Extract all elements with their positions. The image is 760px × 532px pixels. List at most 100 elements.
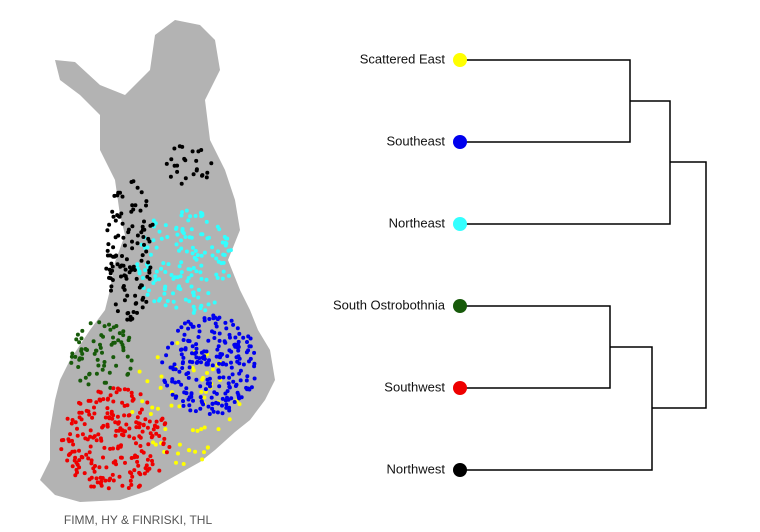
map-dot	[194, 269, 199, 274]
map-dot	[202, 316, 207, 321]
map-dot	[147, 276, 152, 281]
map-dot	[89, 461, 94, 466]
map-dot	[180, 229, 185, 234]
map-dot	[140, 305, 145, 310]
map-dot	[108, 385, 113, 390]
map-dot	[203, 308, 208, 313]
map-dot	[148, 412, 153, 416]
map-dot	[153, 278, 158, 282]
map-dot	[77, 458, 82, 463]
map-dot	[77, 356, 82, 361]
map-dot	[140, 276, 145, 280]
map-dot	[111, 386, 116, 391]
map-dots	[59, 144, 257, 491]
map-dot	[227, 375, 232, 380]
map-dot	[217, 375, 222, 380]
map-dot	[244, 350, 249, 355]
map-dot	[124, 422, 129, 427]
map-dot	[144, 299, 149, 304]
map-dot	[245, 340, 249, 344]
map-dot	[94, 348, 99, 353]
map-dot	[128, 478, 133, 483]
map-dot	[127, 335, 132, 340]
map-dot	[163, 284, 168, 289]
map-dot	[106, 396, 110, 401]
map-dot	[217, 315, 222, 320]
map-dot	[216, 344, 221, 349]
map-dot	[128, 470, 132, 475]
map-dot	[229, 349, 234, 354]
map-dot	[135, 310, 139, 315]
map-dot	[71, 442, 76, 447]
map-dot	[121, 235, 126, 240]
map-dot	[216, 401, 221, 406]
map-dot	[97, 465, 102, 470]
map-dot	[184, 372, 189, 377]
map-dot	[187, 365, 192, 370]
map-dot	[107, 222, 112, 227]
map-dot	[73, 455, 78, 460]
map-dot	[139, 258, 144, 263]
map-dot	[128, 366, 133, 371]
map-dot	[176, 328, 180, 333]
map-dot	[199, 232, 204, 237]
map-dot	[111, 399, 116, 404]
map-dot	[202, 450, 206, 455]
map-dot	[226, 273, 231, 278]
map-dot	[137, 421, 142, 426]
map-dot	[140, 399, 145, 404]
map-dot	[209, 395, 214, 400]
map-dot	[199, 253, 204, 258]
map-dot	[181, 462, 186, 466]
map-dot	[96, 363, 101, 368]
map-dot	[105, 422, 110, 427]
map-dot	[98, 390, 103, 395]
map-dot	[200, 173, 205, 178]
map-dot	[137, 483, 142, 488]
map-dot	[199, 276, 204, 281]
map-dot	[190, 149, 195, 154]
map-dot	[211, 409, 216, 414]
map-dot	[237, 361, 242, 366]
map-dot	[84, 452, 89, 457]
map-dot	[88, 321, 93, 326]
map-dot	[88, 434, 93, 439]
map-dot	[143, 417, 148, 422]
map-dot	[129, 268, 134, 272]
map-dot	[151, 218, 156, 223]
map-dot	[147, 239, 152, 244]
leaf-marker	[453, 463, 467, 477]
map-dot	[122, 429, 127, 434]
map-dot	[153, 274, 158, 279]
map-dot	[109, 409, 114, 414]
map-dot	[229, 365, 234, 370]
map-dot	[114, 390, 119, 395]
map-dot	[217, 227, 222, 232]
map-dot	[131, 179, 136, 184]
map-dot	[195, 253, 200, 258]
map-dot	[172, 146, 177, 151]
map-dot	[75, 433, 80, 438]
map-dot	[133, 293, 138, 298]
map-dot	[179, 352, 184, 357]
map-dot	[221, 375, 226, 380]
map-dot	[231, 379, 236, 384]
map-dot	[91, 466, 96, 471]
map-dot	[177, 264, 182, 269]
map-dot	[131, 207, 136, 212]
map-dot	[202, 354, 207, 359]
map-dot	[214, 272, 219, 277]
link	[460, 59, 631, 143]
map-dot	[141, 423, 146, 428]
map-dot	[154, 269, 159, 274]
map-dot	[103, 478, 108, 483]
map-dot	[121, 333, 126, 338]
map-dot	[184, 391, 189, 396]
map-dot	[198, 384, 203, 389]
map-dot	[135, 459, 140, 464]
map-dot	[202, 395, 207, 400]
map-dot	[157, 434, 162, 438]
leaf-marker	[453, 53, 467, 67]
map-dot	[204, 219, 209, 224]
